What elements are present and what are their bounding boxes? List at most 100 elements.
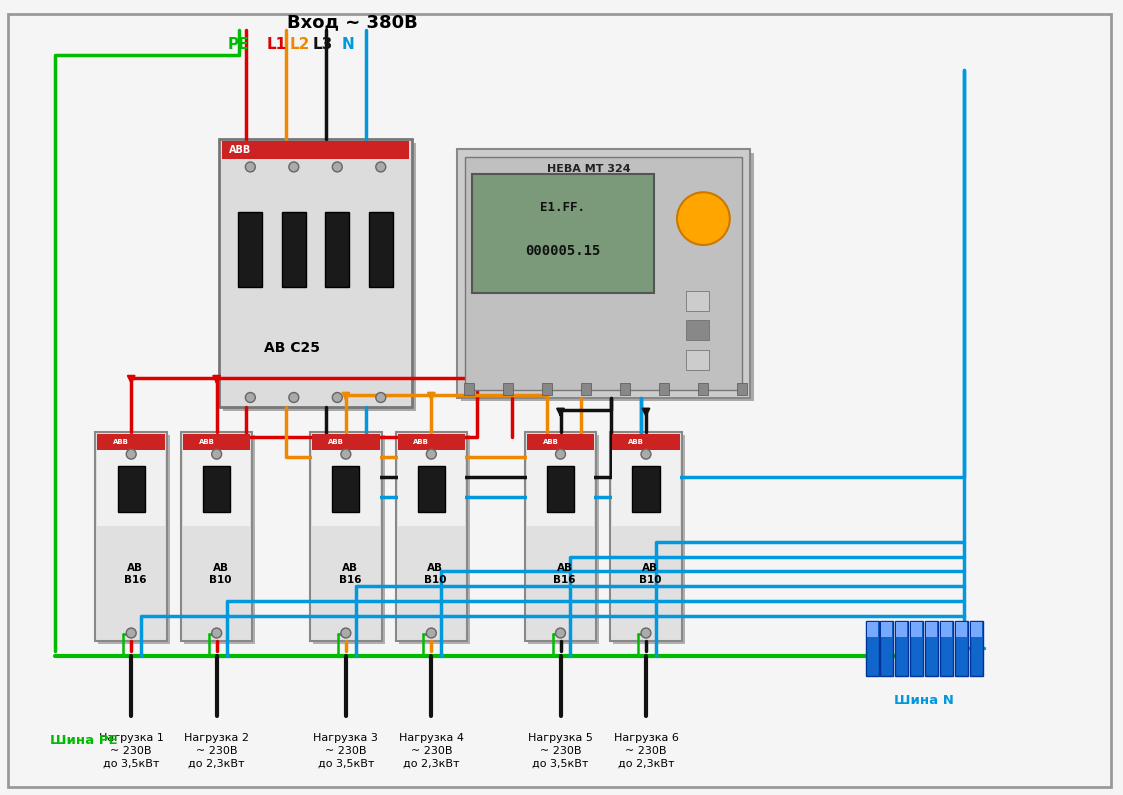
Text: Шина РЕ: Шина РЕ [49,734,117,747]
Bar [472,174,654,293]
Circle shape [212,449,221,460]
Text: ABB: ABB [328,439,344,445]
Bar [940,621,953,676]
Circle shape [641,628,651,638]
Bar [867,622,877,638]
Text: АВ
В10: АВ В10 [209,563,231,585]
Text: L2: L2 [290,37,310,52]
Bar [183,439,250,526]
Circle shape [212,628,221,638]
Bar [970,621,983,676]
Circle shape [376,393,385,402]
Bar [925,621,938,676]
Bar [203,466,230,512]
Bar [686,351,710,370]
Text: Нагрузка 4
~ 230В
до 2,3кВт: Нагрузка 4 ~ 230В до 2,3кВт [399,733,464,768]
Bar [98,434,165,450]
Text: Нагрузка 5
~ 230В
до 3,5кВт: Нагрузка 5 ~ 230В до 3,5кВт [528,733,593,768]
Text: АВ
В16: АВ В16 [124,563,146,585]
Text: ABB: ABB [628,439,643,445]
Circle shape [556,449,566,460]
Bar [971,622,982,638]
Circle shape [289,393,299,402]
Text: Вход ~ 380В: Вход ~ 380В [287,13,418,31]
Bar [312,434,380,450]
Circle shape [126,628,136,638]
Bar [542,382,553,394]
Bar [219,139,412,408]
Bar [620,382,630,394]
Bar [282,211,305,287]
Bar [880,621,894,676]
Bar [612,439,679,526]
Bar [528,436,600,644]
Text: ABB: ABB [113,439,129,445]
Bar [95,432,167,641]
Circle shape [332,162,343,172]
Bar [398,434,465,450]
Bar [183,434,250,450]
Text: Нагрузка 2
~ 230В
до 2,3кВт: Нагрузка 2 ~ 230В до 2,3кВт [184,733,249,768]
Bar [465,157,742,390]
Bar [955,621,968,676]
Circle shape [427,628,437,638]
Bar [941,622,952,638]
Text: Нагрузка 3
~ 230В
до 3,5кВт: Нагрузка 3 ~ 230В до 3,5кВт [313,733,378,768]
Bar [895,621,909,676]
Text: АВ С25: АВ С25 [264,341,320,355]
Text: АВ
В10: АВ В10 [639,563,661,585]
Bar [686,320,710,340]
Bar [399,436,471,644]
Bar [398,439,465,526]
Bar [926,622,937,638]
Bar [457,149,750,398]
Bar [222,143,417,412]
Bar [686,291,710,311]
Bar [547,466,574,512]
Bar [632,466,659,512]
Bar [184,436,255,644]
Bar [181,432,253,641]
Bar [956,622,967,638]
Bar [98,439,165,526]
Circle shape [126,449,136,460]
Bar [896,622,907,638]
Bar [238,211,263,287]
Text: НЕВА МТ 324: НЕВА МТ 324 [547,164,631,174]
Text: PE: PE [228,37,249,52]
Bar [882,622,893,638]
Bar [866,621,878,676]
Circle shape [245,393,255,402]
Circle shape [332,393,343,402]
Text: Нагрузка 6
~ 230В
до 2,3кВт: Нагрузка 6 ~ 230В до 2,3кВт [613,733,678,768]
Text: L1: L1 [266,37,286,52]
Circle shape [289,162,299,172]
Text: ABB: ABB [542,439,558,445]
Bar [464,382,474,394]
Circle shape [641,449,651,460]
Bar [312,439,380,526]
Text: L3: L3 [313,37,334,52]
Bar [503,382,513,394]
Bar [99,436,170,644]
Bar [368,211,393,287]
Text: N: N [341,37,354,52]
Bar [524,432,596,641]
Bar [911,622,922,638]
Bar [118,466,145,512]
Bar [326,211,349,287]
Circle shape [341,449,350,460]
Bar [527,434,594,450]
Text: АВ
В16: АВ В16 [338,563,362,585]
Text: Шина N: Шина N [894,694,955,707]
Text: Е1.FF.: Е1.FF. [540,201,585,214]
Bar [221,142,410,159]
Bar [613,436,685,644]
Text: ABB: ABB [229,145,250,155]
Text: АВ
В16: АВ В16 [554,563,576,585]
Text: ABB: ABB [413,439,429,445]
Bar [582,382,591,394]
Bar [699,382,709,394]
Text: АВ
В10: АВ В10 [424,563,447,585]
Circle shape [341,628,350,638]
